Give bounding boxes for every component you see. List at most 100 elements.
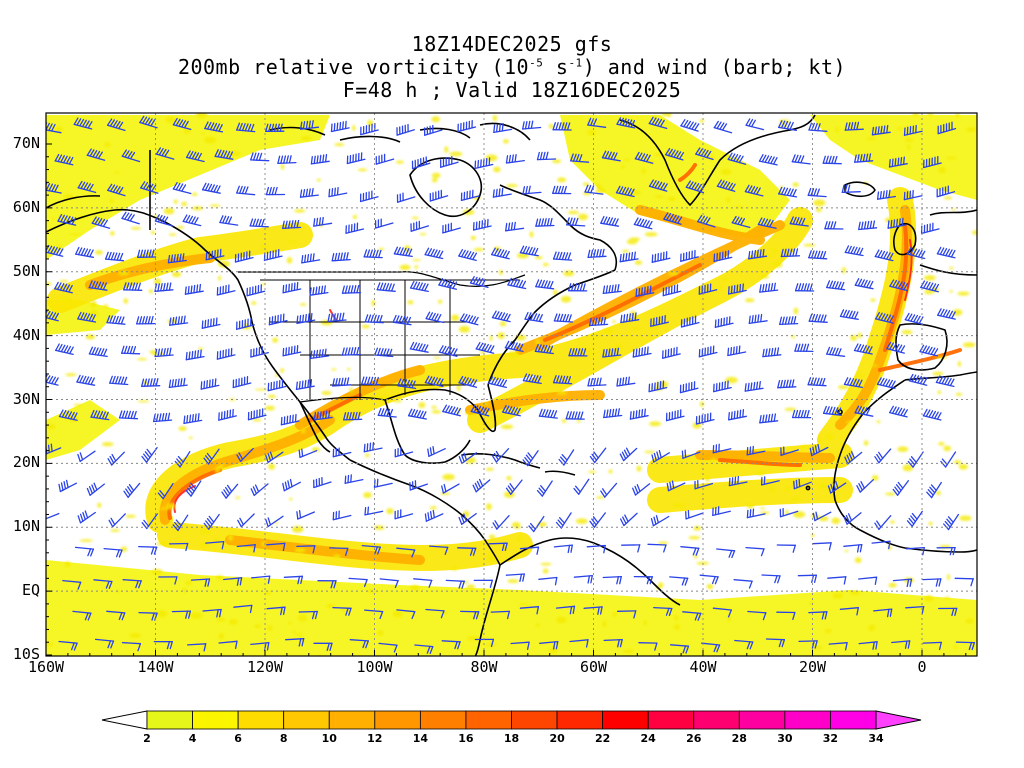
wind-barb — [152, 412, 173, 423]
wind-barb — [629, 408, 649, 420]
wind-barb — [728, 475, 748, 487]
wind-barb — [88, 280, 108, 291]
wind-barb — [330, 120, 350, 133]
wind-barb — [488, 376, 508, 389]
wind-barb — [190, 578, 211, 587]
wind-barb — [748, 248, 768, 260]
colorbar-tick-label: 14 — [412, 732, 429, 745]
wind-barb — [728, 409, 748, 421]
wind-barb — [891, 640, 911, 649]
wind-barb — [214, 149, 234, 160]
wind-barb — [172, 514, 189, 532]
colorbar-segment — [647, 710, 695, 730]
wind-barb — [346, 152, 366, 165]
wind-barb — [569, 639, 589, 648]
wind-barb — [699, 574, 719, 585]
wind-barb — [695, 412, 715, 425]
wind-barb — [168, 377, 188, 389]
wind-barb — [396, 192, 416, 203]
wind-barb — [457, 120, 477, 133]
wind-barb — [617, 610, 637, 619]
wind-barb — [619, 251, 639, 263]
wind-barb — [301, 253, 321, 264]
wind-barb — [343, 411, 363, 421]
wind-barb — [169, 542, 189, 552]
wind-barb — [889, 279, 909, 292]
wind-barb — [524, 311, 544, 323]
wind-barb — [373, 478, 393, 488]
wind-barb — [853, 343, 873, 355]
wind-barb — [780, 446, 799, 456]
wind-barb — [680, 119, 700, 132]
wind-barb — [136, 315, 156, 325]
wind-barb — [510, 641, 530, 651]
wind-barb — [666, 480, 686, 492]
wind-barb — [600, 215, 620, 227]
wind-barb — [570, 153, 590, 163]
wind-barb — [621, 544, 641, 553]
wind-barb — [937, 308, 956, 320]
wind-barb — [472, 218, 492, 231]
wind-barb — [522, 373, 542, 385]
wind-barb — [565, 411, 585, 420]
wind-barb — [104, 251, 125, 262]
wind-barb — [856, 479, 874, 493]
wind-barb — [394, 447, 414, 458]
wind-barb — [601, 150, 621, 162]
wind-barb — [552, 251, 573, 261]
wind-barb — [922, 578, 942, 587]
wind-barb — [789, 216, 809, 227]
wind-barb — [776, 611, 796, 621]
wind-barb — [457, 547, 477, 556]
lon-label: 140W — [137, 658, 174, 676]
lat-label: 50N — [12, 261, 40, 280]
wind-barb — [172, 117, 192, 131]
wind-barb — [374, 347, 394, 358]
wind-barb — [600, 482, 618, 498]
wind-barb — [648, 116, 668, 130]
wind-barb — [139, 115, 158, 129]
wind-barb — [906, 510, 923, 527]
wind-barb — [91, 216, 111, 229]
wind-barb — [396, 609, 416, 620]
wind-barb — [424, 375, 444, 388]
wind-barb — [411, 156, 431, 170]
wind-barb — [74, 546, 95, 557]
wind-barb — [889, 405, 908, 418]
colorbar-tick-label: 26 — [686, 732, 702, 745]
wind-barb — [473, 579, 493, 588]
wind-barb — [907, 451, 924, 468]
wind-barb — [669, 576, 689, 586]
wind-barb — [103, 547, 123, 558]
wind-barb — [854, 405, 874, 417]
wind-barb — [648, 179, 668, 192]
wind-barb — [502, 404, 521, 417]
wind-barb — [268, 313, 288, 326]
wind-barb — [923, 155, 942, 169]
wind-barb — [712, 506, 731, 517]
wind-barb — [348, 577, 368, 588]
wind-barb — [632, 483, 651, 496]
wind-barb — [246, 284, 266, 297]
colorbar-tick-label: 22 — [594, 732, 611, 745]
wind-barb — [424, 509, 444, 522]
lon-label: 60W — [579, 658, 608, 676]
wind-barb — [202, 608, 222, 618]
wind-barb — [46, 244, 64, 257]
wind-barb — [427, 445, 446, 457]
wind-barb — [277, 155, 297, 165]
wind-barb — [665, 147, 685, 161]
wind-barb — [812, 542, 832, 551]
wind-barb — [552, 185, 572, 195]
wind-barb — [663, 212, 683, 225]
wind-barb — [141, 446, 158, 463]
lon-label: 100W — [356, 658, 393, 676]
wind-barb — [121, 149, 141, 163]
wind-barb — [936, 246, 956, 259]
wind-barb — [665, 409, 685, 422]
wind-barb — [472, 478, 491, 493]
wind-barb — [424, 247, 444, 260]
wind-barb — [140, 181, 159, 194]
wind-barb — [374, 218, 394, 229]
wind-barb — [698, 345, 718, 358]
